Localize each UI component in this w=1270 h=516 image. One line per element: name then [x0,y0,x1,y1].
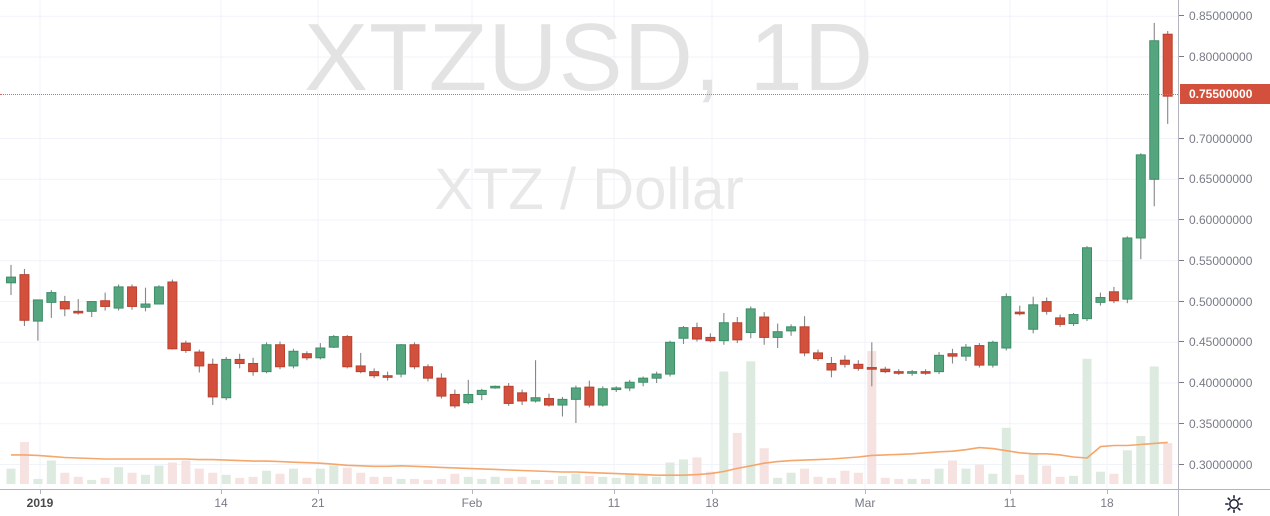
price-tick: 0.80000000 [1179,49,1270,65]
price-tick-mark [1179,259,1184,261]
time-tick-mark [712,490,713,494]
time-tick-mark [221,490,222,494]
time-tick-mark [40,490,41,494]
price-tick-mark [1179,382,1184,384]
price-tick: 0.30000000 [1179,457,1270,473]
time-tick-label: 11 [607,496,621,510]
time-tick-mark [865,490,866,494]
price-tick-mark [1179,137,1184,139]
price-tick-label: 0.30000000 [1189,457,1253,472]
price-tick-label: 0.80000000 [1189,50,1253,65]
time-tick-mark [472,490,473,494]
price-tick-label: 0.45000000 [1189,335,1253,350]
price-tick-mark [1179,178,1184,180]
volume-series [6,351,1173,484]
price-tick-label: 0.65000000 [1189,172,1253,187]
price-tick-label: 0.40000000 [1189,376,1253,391]
price-tick: 0.70000000 [1179,131,1270,147]
time-tick-mark [614,490,615,494]
price-tick-mark [1179,56,1184,58]
candlestick-series [6,22,1173,423]
price-tick: 0.85000000 [1179,8,1270,24]
price-tick-mark [1179,15,1184,17]
current-price-badge[interactable]: 0.75500000 [1180,83,1270,104]
time-tick-mark [1107,490,1108,494]
price-tick: 0.35000000 [1179,416,1270,432]
price-tick-mark [1179,422,1184,424]
time-tick-label: Mar [854,496,876,510]
time-tick-mark [1010,490,1011,494]
price-tick: 0.40000000 [1179,375,1270,391]
price-tick-label: 0.35000000 [1189,416,1253,431]
price-tick-label: 0.55000000 [1189,253,1253,268]
time-tick-label: Feb [461,496,483,510]
price-tick-label: 0.85000000 [1189,9,1253,24]
price-tick: 0.65000000 [1179,171,1270,187]
price-tick-label: 0.60000000 [1189,213,1253,228]
current-price-line [0,93,1178,95]
time-tick-mark [318,490,319,494]
time-axis[interactable]: 2019 14 21 Feb 11 18 Mar 11 18 [0,489,1270,516]
plot-area[interactable]: XTZUSD, 1D XTZ / Dollar [0,0,1178,489]
grid-layer [0,0,1178,489]
price-tick: 0.55000000 [1179,253,1270,269]
price-axis[interactable]: 0.85000000 0.80000000 0.70000000 0.65000000… [1178,0,1270,489]
price-tick: 0.45000000 [1179,334,1270,350]
price-tick: 0.60000000 [1179,212,1270,228]
time-axis-divider [1178,489,1179,516]
price-tick: 0.50000000 [1179,294,1270,310]
price-tick-label: 0.70000000 [1189,131,1253,146]
price-tick-label: 0.50000000 [1189,294,1253,309]
gear-icon[interactable] [1224,494,1244,514]
time-tick-label: 11 [1003,496,1017,510]
time-tick-label: 18 [1100,496,1114,510]
time-tick-label: 18 [705,496,719,510]
price-tick-mark [1179,219,1184,221]
time-tick-label: 2019 [26,496,54,510]
price-tick-mark [1179,463,1184,465]
price-tick-mark [1179,341,1184,343]
time-tick-label: 14 [214,496,228,510]
time-tick-label: 21 [311,496,325,510]
price-tick-mark [1179,300,1184,302]
